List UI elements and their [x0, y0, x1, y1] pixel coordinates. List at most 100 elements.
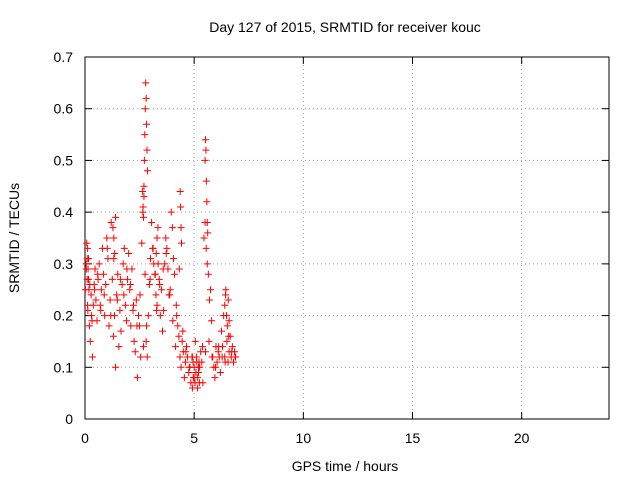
data-point	[87, 291, 95, 299]
data-point	[116, 306, 124, 314]
data-point	[104, 255, 112, 263]
data-point	[111, 250, 119, 258]
data-point	[100, 291, 108, 299]
data-point	[109, 224, 117, 232]
data-point	[127, 322, 135, 330]
data-point	[147, 255, 154, 263]
data-point	[133, 374, 141, 382]
data-point	[204, 229, 212, 237]
data-point	[122, 317, 130, 325]
data-point	[195, 379, 203, 387]
data-point	[182, 348, 190, 356]
data-point	[113, 296, 121, 304]
data-point	[224, 296, 232, 304]
data-point	[134, 312, 142, 320]
data-point	[117, 327, 125, 335]
data-point	[144, 312, 152, 320]
data-point	[176, 353, 184, 361]
data-point	[152, 291, 160, 299]
data-point	[146, 275, 154, 283]
chart-title: Day 127 of 2015, SRMTID for receiver kou…	[209, 19, 481, 35]
y-tick-label: 0.4	[54, 204, 74, 220]
data-point	[86, 337, 94, 345]
data-point	[223, 337, 231, 345]
x-tick-label: 15	[405, 430, 421, 446]
data-point	[145, 281, 153, 289]
data-point	[173, 312, 181, 320]
data-point	[84, 244, 92, 252]
data-point	[203, 218, 211, 226]
data-point	[166, 291, 174, 299]
data-point	[140, 156, 148, 164]
data-point	[202, 348, 210, 356]
data-point	[203, 198, 211, 206]
data-point	[152, 250, 160, 258]
data-point	[154, 224, 162, 232]
data-point	[175, 265, 183, 273]
data-point	[129, 301, 137, 309]
data-point	[153, 234, 161, 242]
data-point	[159, 265, 167, 273]
data-point	[192, 368, 200, 376]
data-point	[228, 348, 236, 356]
data-point	[208, 317, 216, 325]
data-point	[142, 337, 150, 345]
data-point	[103, 244, 111, 252]
data-point	[84, 265, 92, 273]
data-point	[202, 244, 210, 252]
data-point	[84, 301, 92, 309]
data-point	[177, 203, 185, 211]
data-point	[159, 327, 167, 335]
data-point	[211, 374, 219, 382]
data-point	[143, 146, 151, 154]
plot-frame	[84, 56, 610, 420]
y-tick-label: 0.7	[54, 49, 74, 65]
data-point	[208, 353, 216, 361]
data-point	[228, 343, 236, 351]
data-point	[225, 317, 233, 325]
data-point	[121, 301, 129, 309]
data-point	[229, 358, 237, 366]
data-point	[163, 244, 171, 252]
data-point	[83, 239, 91, 247]
data-point	[151, 270, 159, 278]
data-point	[140, 193, 148, 201]
data-point	[143, 322, 151, 330]
data-point	[124, 275, 132, 283]
data-point	[212, 363, 220, 371]
x-axis-label: GPS time / hours	[292, 458, 399, 474]
data-point	[110, 255, 118, 263]
data-point	[177, 363, 185, 371]
x-tick-label: 10	[296, 430, 312, 446]
data-point	[193, 358, 201, 366]
data-point	[110, 234, 118, 242]
data-point	[178, 337, 186, 345]
data-point	[142, 79, 150, 87]
data-point	[202, 177, 210, 185]
x-tick-label: 20	[514, 430, 530, 446]
data-point	[139, 187, 147, 195]
data-point	[103, 234, 111, 242]
x-tick-label: 0	[81, 430, 89, 446]
grid	[85, 57, 609, 419]
data-point	[112, 363, 120, 371]
data-point	[169, 317, 177, 325]
y-tick-label: 0.5	[54, 152, 74, 168]
data-point	[156, 281, 164, 289]
data-point	[84, 275, 92, 283]
data-point	[143, 167, 151, 175]
data-point	[176, 187, 184, 195]
x-tick-label: 5	[190, 430, 198, 446]
data-point	[102, 281, 110, 289]
data-point	[194, 374, 202, 382]
data-point	[97, 286, 105, 294]
data-point	[183, 343, 191, 351]
data-point	[109, 332, 117, 340]
y-tick-label: 0.6	[54, 101, 74, 117]
data-point	[86, 281, 94, 289]
data-point	[92, 296, 100, 304]
data-point	[157, 286, 165, 294]
data-point	[143, 120, 151, 128]
data-point	[172, 301, 180, 309]
